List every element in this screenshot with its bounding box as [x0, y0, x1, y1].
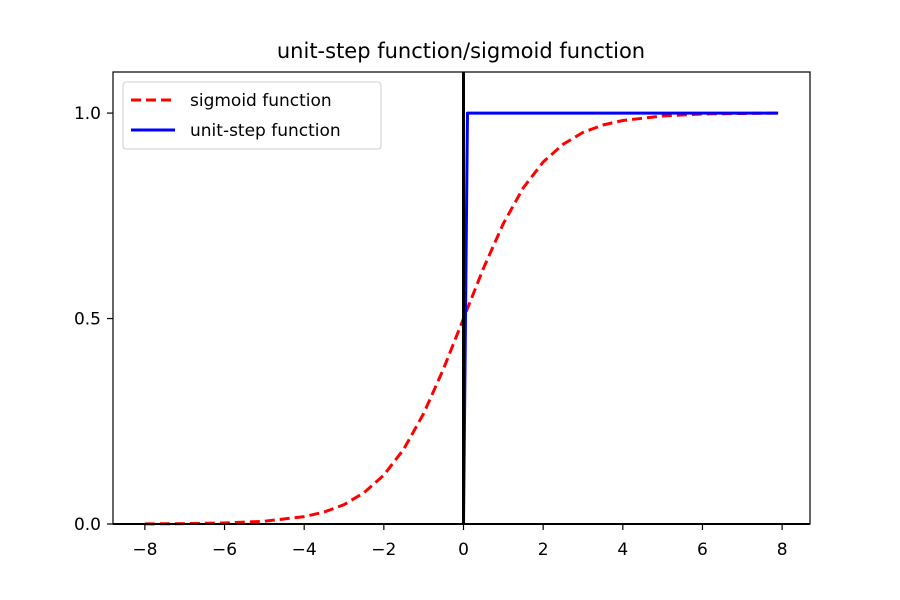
x-tick-label: 4 [617, 540, 628, 560]
series-line-1 [461, 111, 779, 525]
legend: sigmoid function unit-step function [122, 81, 382, 150]
x-tick-label: 8 [777, 540, 788, 560]
legend-box [122, 81, 382, 150]
series-line-0 [144, 111, 779, 526]
y-tick-label: 0.5 [74, 310, 101, 330]
x-tick-label: −6 [212, 540, 237, 560]
x-tick-label: −4 [292, 540, 317, 560]
y-tick-label: 1.0 [74, 104, 101, 124]
x-tick-label: −2 [371, 540, 396, 560]
x-tick-label: 2 [538, 540, 549, 560]
x-tick-label: 0 [458, 540, 469, 560]
legend-label: unit-step function [190, 121, 341, 141]
legend-label: sigmoid function [190, 91, 332, 111]
y-tick-label: 0.0 [74, 515, 101, 535]
x-tick-label: 6 [697, 540, 708, 560]
axes: −8 −6 −4 −2 0 2 4 6 8 0.0 0.5 1.0 [74, 104, 810, 560]
chart-title: unit-step function/sigmoid function [277, 39, 645, 63]
plot-area [144, 72, 779, 526]
x-tick-label: −8 [132, 540, 157, 560]
